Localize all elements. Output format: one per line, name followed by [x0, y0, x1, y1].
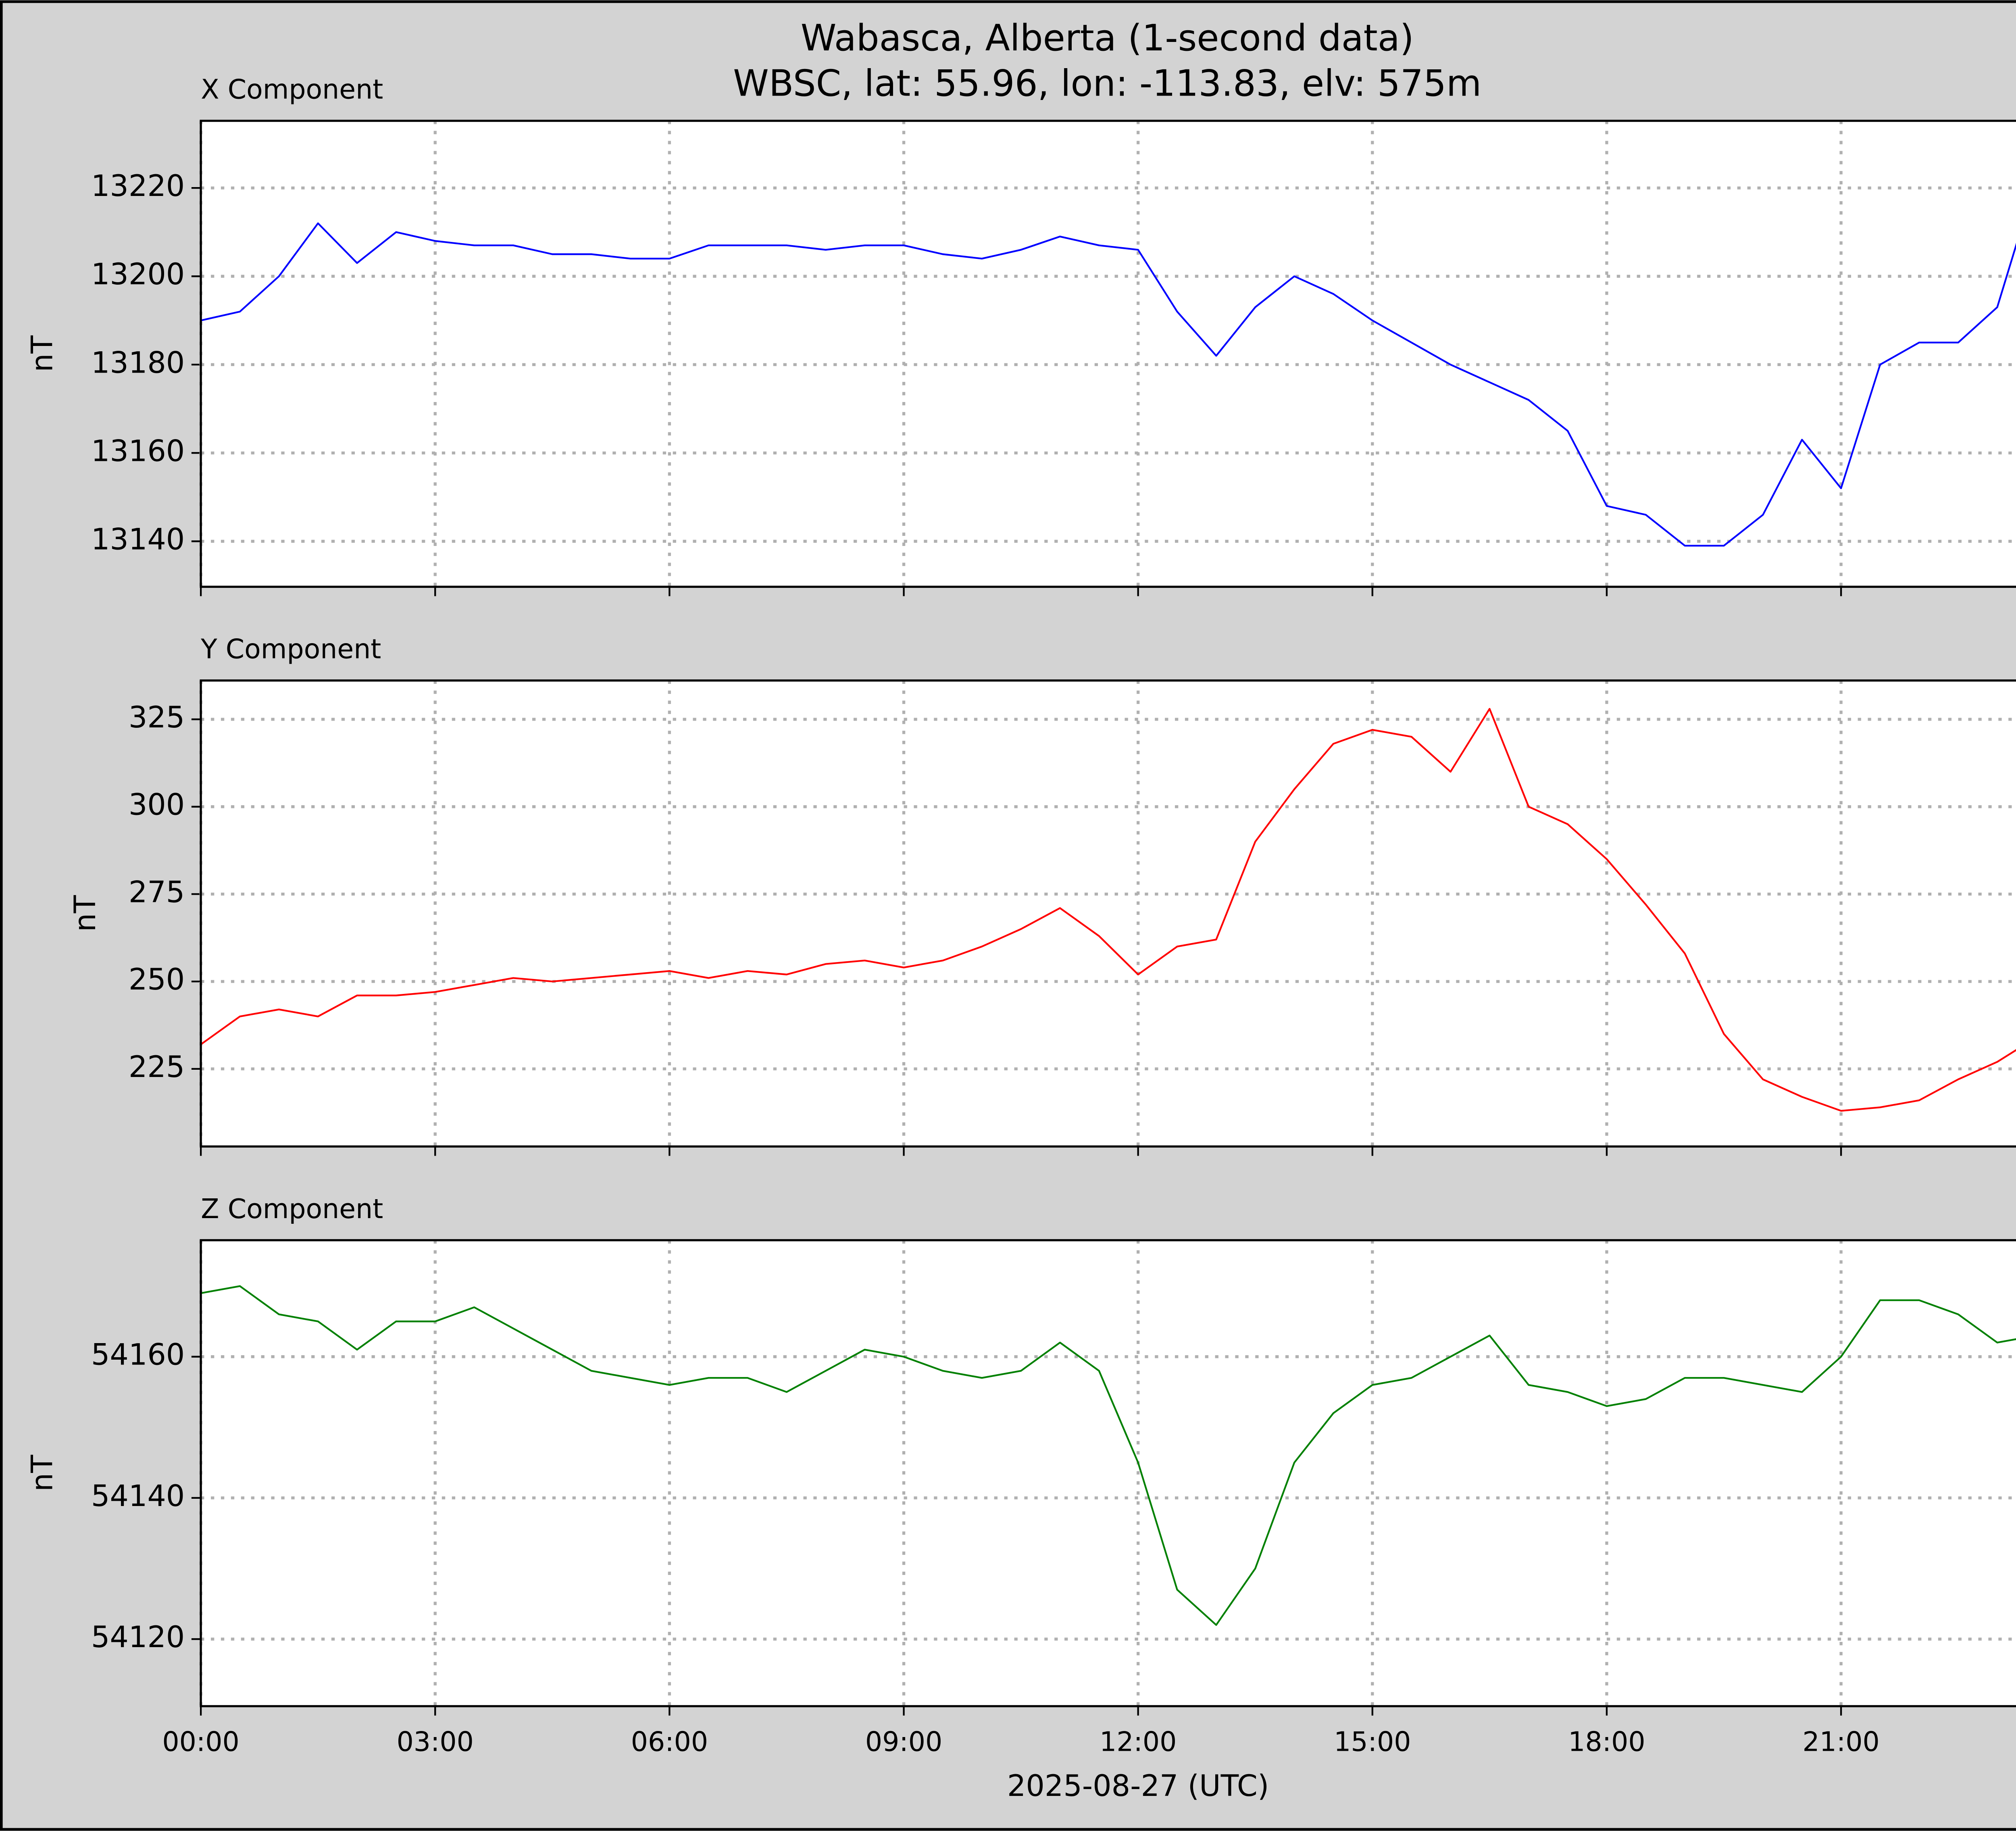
panel-title: Y Component — [200, 633, 381, 665]
plot-area — [201, 121, 2016, 587]
y-axis-label: nT — [25, 335, 60, 372]
y-tick-label: 225 — [129, 1050, 185, 1084]
y-tick-label: 54140 — [91, 1479, 185, 1513]
x-tick-label: 03:00 — [397, 1726, 474, 1757]
x-tick-label: 06:00 — [631, 1726, 708, 1757]
plot-area — [201, 1240, 2016, 1706]
data-line — [200, 708, 2016, 1112]
x-axis-label: 2025-08-27 (UTC) — [1007, 1769, 1269, 1803]
y-tick-label: 13220 — [91, 169, 185, 203]
panel-title: X Component — [201, 74, 383, 105]
y-tick-label: 325 — [129, 700, 185, 735]
x-tick-label: 12:00 — [1100, 1726, 1177, 1757]
y-tick-label: 13200 — [91, 257, 185, 292]
y-tick-label: 54160 — [91, 1338, 185, 1372]
data-line — [200, 1285, 2016, 1626]
y-tick-label: 13180 — [91, 346, 185, 380]
y-tick-label: 275 — [129, 875, 185, 909]
x-tick-label: 09:00 — [865, 1726, 942, 1757]
figure-title: Wabasca, Alberta (1-second data) — [801, 17, 1414, 59]
plot-frame — [200, 119, 2016, 588]
plot-area — [201, 680, 2016, 1147]
x-tick-label: 18:00 — [1568, 1726, 1645, 1757]
y-tick-label: 300 — [129, 788, 185, 822]
plot-frame — [200, 679, 2016, 1148]
y-tick-label: 54120 — [91, 1620, 185, 1654]
y-tick-label: 250 — [129, 962, 185, 997]
panel-title: Z Component — [201, 1193, 383, 1225]
y-axis-label: nT — [25, 1455, 60, 1491]
data-line — [200, 222, 2016, 547]
x-tick-label: 00:00 — [162, 1726, 239, 1757]
x-tick-label: 15:00 — [1334, 1726, 1411, 1757]
y-tick-label: 13140 — [91, 522, 185, 556]
y-tick-label: 13160 — [91, 434, 185, 468]
y-axis-label: nT — [68, 895, 102, 932]
figure-subtitle: WBSC, lat: 55.96, lon: -113.83, elv: 575… — [733, 63, 1481, 105]
x-tick-label: 21:00 — [1802, 1726, 1879, 1757]
plot-frame — [200, 1239, 2016, 1708]
